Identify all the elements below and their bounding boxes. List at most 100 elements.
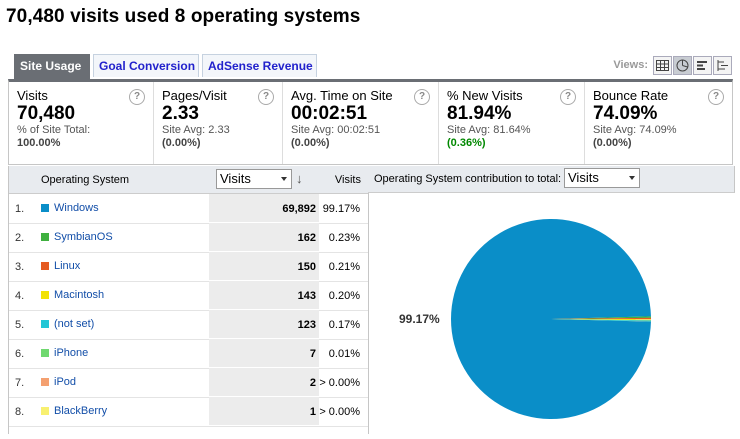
visits-value: 150 (297, 261, 316, 273)
column-header-visits[interactable]: Visits (334, 174, 361, 186)
row-number: 3. (15, 261, 25, 273)
visits-percent: 0.21% (328, 261, 360, 273)
value-cell (209, 339, 319, 367)
value-cell (209, 194, 319, 222)
tab-adsense-revenue[interactable]: AdSense Revenue (202, 54, 317, 77)
row-number: 1. (15, 203, 25, 215)
table-row: 3. Linux 150 0.21% (9, 252, 369, 282)
metric-sub: Site Avg: 00:02:51 (291, 124, 381, 136)
os-link[interactable]: Macintosh (54, 289, 105, 301)
pie-slice-not-set[interactable] (551, 319, 651, 322)
metric-label: Visits (17, 88, 48, 103)
metric-label: % New Visits (447, 88, 523, 103)
column-header-os[interactable]: Operating System (41, 174, 130, 186)
bar-view-icon[interactable] (693, 55, 712, 75)
row-number: 4. (15, 290, 25, 302)
tab-site-usage[interactable]: Site Usage (14, 54, 90, 79)
metric-visits: Visits 70,480 % of Site Total: 100.00% ? (9, 82, 154, 164)
metric-sub2: (0.00%) (593, 137, 632, 149)
help-icon[interactable]: ? (708, 89, 724, 105)
os-link[interactable]: Linux (54, 260, 81, 272)
metric-sub2: (0.00%) (291, 137, 330, 149)
metric-value: 2.33 (162, 103, 199, 124)
metric-label: Pages/Visit (162, 88, 227, 103)
visits-value: 143 (297, 290, 316, 302)
pie-slice-windows[interactable] (451, 219, 651, 419)
pie-slice-macintosh[interactable] (551, 319, 651, 321)
color-swatch (41, 407, 49, 415)
visits-value: 69,892 (282, 203, 316, 215)
page-title: 70,480 visits used 8 operating systems (6, 6, 361, 27)
table-header: Operating System Visits ↓ Visits (9, 166, 369, 194)
metric-bounce-rate: Bounce Rate 74.09% Site Avg: 74.09% (0.0… (585, 82, 732, 164)
visits-percent: > 0.00% (319, 406, 360, 418)
tab-goal-conversion[interactable]: Goal Conversion (93, 54, 199, 77)
metric-value: 00:02:51 (291, 103, 368, 124)
visits-value: 123 (297, 319, 316, 331)
metric-label: Avg. Time on Site (291, 88, 393, 103)
pie-metric-select[interactable]: Visits (564, 168, 640, 188)
chevron-down-icon (281, 177, 287, 181)
visits-value: 2 (309, 377, 316, 389)
row-number: 2. (15, 232, 25, 244)
scorecard: Visits 70,480 % of Site Total: 100.00% ?… (8, 79, 733, 165)
color-swatch (41, 378, 49, 386)
metric-sub: Site Avg: 74.09% (593, 124, 677, 136)
sort-arrow-icon[interactable]: ↓ (296, 171, 303, 186)
visits-value: 1 (309, 406, 316, 418)
help-icon[interactable]: ? (414, 89, 430, 105)
metric-value: 81.94% (447, 103, 512, 124)
metric-sub2: (0.00%) (162, 137, 201, 149)
views-label: Views: (613, 59, 648, 71)
row-number: 5. (15, 319, 25, 331)
table-row: 7. iPod 2 > 0.00% (9, 368, 369, 398)
row-number: 8. (15, 406, 25, 418)
pie-view-icon[interactable] (673, 55, 692, 75)
table-view-icon[interactable] (653, 55, 672, 75)
os-link[interactable]: BlackBerry (54, 405, 108, 417)
views-toolbar: Views: (613, 54, 732, 76)
table-row: 4. Macintosh 143 0.20% (9, 281, 369, 311)
color-swatch (41, 204, 49, 212)
os-link[interactable]: Windows (54, 202, 99, 214)
color-swatch (41, 291, 49, 299)
metric-sub: Site Avg: 2.33 (162, 124, 230, 136)
visits-percent: 0.17% (328, 319, 360, 331)
metric-sub: Site Avg: 81.64% (447, 124, 531, 136)
os-link[interactable]: iPhone (54, 347, 89, 359)
table-row: 1. Windows 69,892 99.17% (9, 194, 369, 224)
pie-label: 99.17% (399, 312, 440, 326)
metric-new-visits: % New Visits 81.94% Site Avg: 81.64% (0.… (439, 82, 585, 164)
pivot-view-icon[interactable] (713, 55, 732, 75)
help-icon[interactable]: ? (258, 89, 274, 105)
visits-percent: 0.23% (328, 232, 360, 244)
chevron-down-icon (629, 176, 635, 180)
table-row: 2. SymbianOS 162 0.23% (9, 223, 369, 253)
pie-slice-linux[interactable] (551, 317, 651, 320)
metric-label: Bounce Rate (593, 88, 669, 103)
metric-select[interactable]: Visits (216, 169, 292, 189)
color-swatch (41, 262, 49, 270)
visits-value: 7 (309, 348, 316, 360)
help-icon[interactable]: ? (560, 89, 576, 105)
os-link[interactable]: SymbianOS (54, 231, 113, 243)
visits-percent: > 0.00% (319, 377, 360, 389)
pie-title: Operating System contribution to total: (374, 173, 562, 185)
value-cell (209, 223, 319, 251)
metric-value: 74.09% (593, 103, 658, 124)
os-link[interactable]: (not set) (54, 318, 95, 330)
os-link[interactable]: iPod (54, 376, 77, 388)
help-icon[interactable]: ? (129, 89, 145, 105)
pie-area (368, 193, 735, 434)
color-swatch (41, 320, 49, 328)
row-number: 6. (15, 348, 25, 360)
visits-percent: 99.17% (322, 203, 360, 215)
pie-chart (451, 219, 651, 419)
pie-header: Operating System contribution to total: … (368, 166, 735, 193)
value-cell (209, 252, 319, 280)
pie-slice-symbianos[interactable] (551, 316, 651, 319)
value-cell (209, 368, 319, 396)
value-cell (209, 397, 319, 425)
value-cell (209, 310, 319, 338)
pie-select-value: Visits (568, 170, 599, 185)
